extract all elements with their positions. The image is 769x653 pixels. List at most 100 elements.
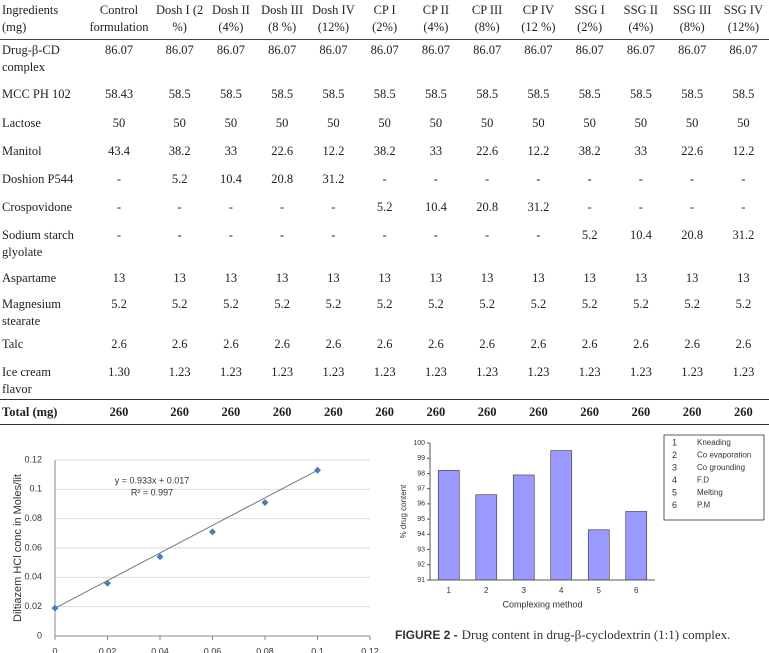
table-cell: 50 — [327, 115, 340, 130]
table-cell: 5.2 — [684, 296, 700, 311]
table-cell: 260 — [512, 399, 564, 425]
x-tick-label: 2 — [484, 586, 489, 595]
table-cell: 5.2 — [171, 171, 188, 186]
table-cell: 5.2 — [274, 296, 290, 311]
table-cell: 86.07 — [575, 43, 604, 57]
y-tick-label: 0 — [37, 630, 42, 640]
table-cell: 13 — [327, 270, 340, 285]
y-tick-label: 0.06 — [24, 542, 42, 552]
table-cell: - — [177, 227, 182, 242]
table-row: Aspartame 13 13 13 13 13 13 13 13 13 13 13 13 13 — [0, 268, 769, 294]
y-tick-label: 95 — [417, 516, 425, 523]
table-cell: 86.07 — [626, 43, 655, 57]
table-cell: - — [116, 227, 122, 242]
table-cell: 260 — [717, 399, 769, 425]
table-cell: 1.23 — [424, 364, 447, 379]
table-cell: 5.2 — [376, 296, 393, 311]
table-cell: 33 — [634, 143, 648, 158]
header-cell: Ingredients (mg) — [0, 0, 84, 40]
table-cell: Sodium starch glyolate — [2, 227, 74, 259]
y-axis-label: Diltiazem HCl conc in Moles/lit — [12, 474, 24, 622]
table-cell: - — [536, 171, 541, 186]
table-cell: 1.23 — [322, 364, 345, 379]
table-cell: 86.07 — [216, 43, 245, 57]
table-cell: - — [331, 227, 336, 242]
table-cell: 50 — [275, 115, 289, 130]
bar — [587, 529, 610, 581]
y-tick-label: 0.12 — [24, 454, 42, 464]
table-cell: Aspartame — [2, 270, 57, 285]
equation-annotation: R² = 0.997 — [131, 487, 173, 497]
legend-box — [663, 434, 765, 521]
header-cell: SSG III (8%) — [666, 0, 718, 40]
table-cell: Crospovidone — [2, 199, 73, 214]
table-cell: 58.5 — [681, 86, 704, 101]
table-cell: - — [485, 171, 490, 186]
table-cell: - — [177, 199, 182, 214]
table-cell: 2.6 — [633, 336, 649, 351]
table-cell: 22.6 — [271, 143, 294, 158]
y-tick-label: 92 — [417, 562, 425, 569]
table-cell: 5.2 — [223, 296, 239, 311]
table-cell: 5.2 — [735, 296, 752, 311]
table-cell: 22.6 — [681, 143, 704, 158]
x-tick-label: 4 — [559, 586, 564, 595]
header-cell: CP III (8%) — [461, 0, 513, 40]
x-tick-label: 0.06 — [204, 646, 222, 653]
data-point — [156, 553, 164, 561]
caption: FIGURE 2 - Drug content in drug-β-cyclode… — [395, 627, 730, 642]
table-cell: 260 — [307, 399, 359, 425]
y-tick-label: 0.08 — [24, 513, 42, 523]
x-tick-label: 0.04 — [151, 646, 169, 653]
table-cell: 43.4 — [108, 143, 130, 158]
table-cell: 10.4 — [424, 199, 447, 214]
table-row: MCC PH 102 58.43 58.5 58.5 58.5 58.5 58.5 58.5 5… — [0, 84, 769, 113]
x-tick-label: 1 — [447, 586, 452, 595]
table-cell: 1.23 — [732, 364, 755, 379]
table-cell: 86.07 — [729, 43, 758, 57]
table-row: Drug-β-CD complex 86.07 86.07 86.07 86.07 86.… — [0, 40, 769, 84]
table-cell: 38.2 — [168, 143, 191, 158]
table-cell: 2.6 — [428, 336, 444, 351]
table-cell: - — [638, 199, 643, 214]
header-cell: CP I (2%) — [359, 0, 411, 40]
data-point — [314, 466, 321, 474]
y-tick-label: 99 — [417, 455, 425, 462]
table-cell: 20.8 — [271, 171, 294, 186]
table-cell: 58.5 — [271, 86, 294, 101]
table-cell: 2.6 — [684, 336, 700, 351]
table-cell: 5.2 — [111, 296, 127, 311]
table-cell: - — [690, 199, 695, 214]
table-cell: 38.2 — [373, 143, 396, 158]
table-cell: 2.6 — [325, 336, 342, 351]
table-cell: - — [485, 227, 490, 242]
x-tick-label: 3 — [522, 586, 527, 595]
table-cell: 260 — [154, 399, 206, 425]
table-cell: 38.2 — [578, 143, 601, 158]
table-cell: 5.2 — [581, 296, 598, 311]
table-cell: 13 — [583, 270, 596, 285]
table-cell: 1.23 — [271, 364, 294, 379]
legend-key: 1 — [672, 437, 677, 447]
table-cell: 1.23 — [681, 364, 704, 379]
table-cell: - — [116, 199, 122, 214]
legend-label: Co evaporation — [697, 451, 751, 460]
header-cell: Dosh I (2 %) — [154, 0, 206, 40]
table-cell: 2.6 — [735, 336, 752, 351]
table-cell: - — [638, 171, 643, 186]
table-cell: 58.5 — [373, 86, 396, 101]
table-cell: 13 — [378, 270, 391, 285]
table-cell: 2.6 — [581, 336, 598, 351]
bar — [475, 494, 498, 581]
table-row: Sodium starch glyolate - - - - - - - - - 5.2 10.4 20… — [0, 225, 769, 268]
table-cell: - — [228, 199, 233, 214]
table-cell: 86.07 — [165, 43, 194, 57]
table-cell: 50 — [685, 115, 699, 130]
table-cell: 5.2 — [633, 296, 649, 311]
bar — [625, 511, 648, 581]
legend-key: 5 — [672, 487, 677, 497]
legend-label: Kneading — [697, 438, 731, 447]
table-cell: 58.5 — [219, 86, 242, 101]
table-cell: - — [433, 171, 438, 186]
header-cell: Control formulation — [84, 0, 154, 40]
